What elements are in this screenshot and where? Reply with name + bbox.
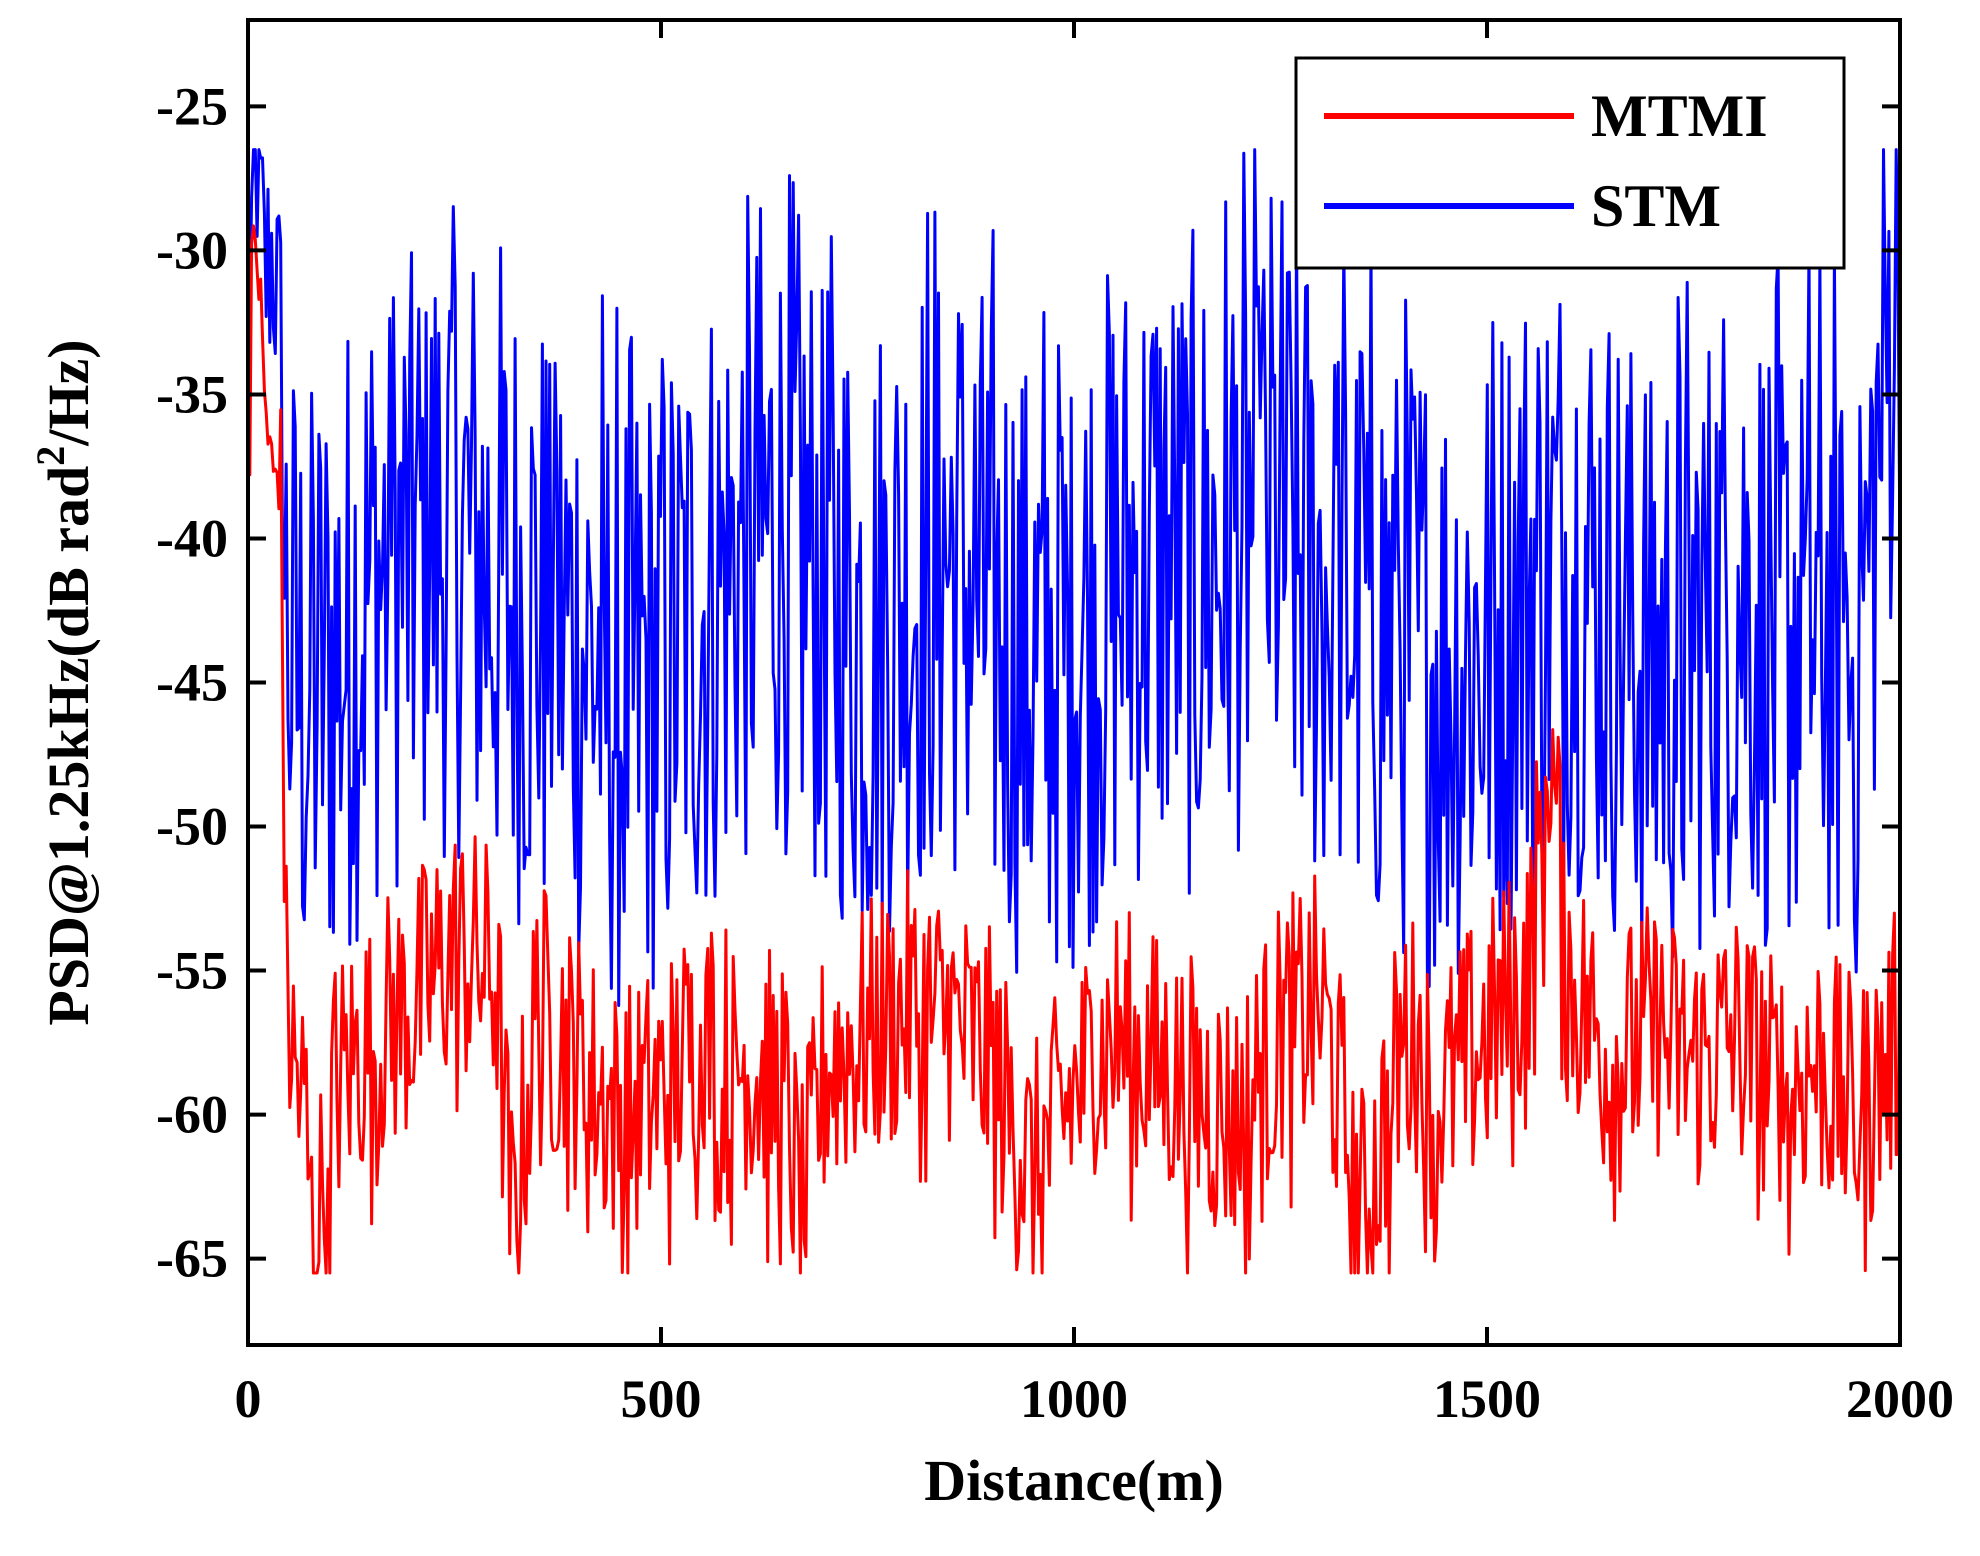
y-tick-label: -25 xyxy=(156,76,228,136)
x-tick-label: 1500 xyxy=(1433,1369,1541,1429)
x-tick-label: 1000 xyxy=(1020,1369,1128,1429)
y-tick-label: -30 xyxy=(156,220,228,280)
legend-label-mtmi: MTMI xyxy=(1591,83,1768,149)
x-tick-label: 500 xyxy=(621,1369,702,1429)
x-axis-label: Distance(m) xyxy=(924,1448,1224,1513)
legend-box xyxy=(1294,56,1846,270)
legend-label-stm: STM xyxy=(1591,173,1721,239)
series-line-stm xyxy=(248,148,1900,1007)
y-tick-label: -55 xyxy=(156,941,228,1001)
x-tick-label: 2000 xyxy=(1846,1369,1954,1429)
y-tick-label: -35 xyxy=(156,364,228,424)
y-tick-label: -40 xyxy=(156,508,228,568)
y-axis-label-tail: /Hz) xyxy=(36,339,101,446)
legend: MTMI STM xyxy=(1294,56,1846,270)
x-tick-label: 0 xyxy=(235,1369,262,1429)
x-tick-labels: 0 500 1000 1500 2000 xyxy=(235,1369,1955,1429)
y-tick-label: -65 xyxy=(156,1229,228,1289)
series-line-mtmi xyxy=(248,224,1900,1275)
series-layer xyxy=(248,148,1900,1275)
ticks-layer xyxy=(246,20,1902,1345)
y-axis-label-main: PSD@1.25kHz(dB rad xyxy=(36,466,101,1026)
y-axis-label-superscript: 2 xyxy=(28,446,73,466)
y-tick-labels: -25 -30 -35 -40 -45 -50 -55 -60 -65 xyxy=(156,76,228,1288)
y-axis-label: PSD@1.25kHz(dB rad2/Hz) xyxy=(28,339,101,1025)
y-tick-label: -50 xyxy=(156,797,228,857)
y-tick-label: -45 xyxy=(156,653,228,713)
y-tick-label: -60 xyxy=(156,1085,228,1145)
